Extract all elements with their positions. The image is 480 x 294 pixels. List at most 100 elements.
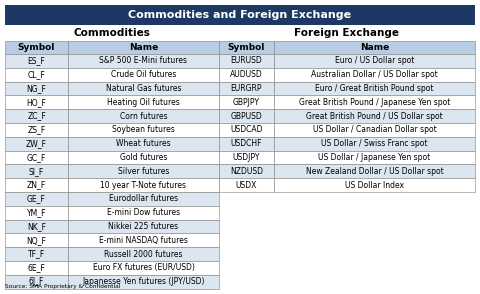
Bar <box>274 68 475 82</box>
Text: Euro FX futures (EUR/USD): Euro FX futures (EUR/USD) <box>93 263 194 273</box>
Bar <box>5 123 68 137</box>
Text: 6J_F: 6J_F <box>29 277 44 286</box>
Text: NZDUSD: NZDUSD <box>230 167 263 176</box>
Text: USDX: USDX <box>236 181 257 190</box>
Bar <box>5 275 68 289</box>
Text: Corn futures: Corn futures <box>120 112 168 121</box>
Bar <box>68 82 219 95</box>
Bar <box>219 82 274 95</box>
Bar <box>219 123 274 137</box>
Bar <box>274 164 475 178</box>
Bar <box>5 82 68 95</box>
Text: Gold futures: Gold futures <box>120 153 167 162</box>
Text: Japanesse Yen futures (JPY/USD): Japanesse Yen futures (JPY/USD) <box>82 277 204 286</box>
Text: CL_F: CL_F <box>28 70 46 79</box>
Text: Source: SMA Proprietary & Confidential: Source: SMA Proprietary & Confidential <box>5 284 120 289</box>
Bar <box>5 68 68 82</box>
Bar <box>5 41 68 54</box>
Text: US Dollar / Swiss Franc spot: US Dollar / Swiss Franc spot <box>321 139 428 148</box>
Text: EURUSD: EURUSD <box>230 56 262 65</box>
Bar <box>68 54 219 68</box>
Bar <box>5 178 68 192</box>
Bar <box>68 123 219 137</box>
Bar <box>5 151 68 164</box>
Bar <box>219 137 274 151</box>
Text: Great British Pound / Japanese Yen spot: Great British Pound / Japanese Yen spot <box>299 98 450 107</box>
Text: EURGRP: EURGRP <box>230 84 262 93</box>
Bar <box>68 178 219 192</box>
Bar <box>274 178 475 192</box>
Bar <box>68 95 219 109</box>
Text: GE_F: GE_F <box>27 194 46 203</box>
Text: Australian Dollar / US Dollar spot: Australian Dollar / US Dollar spot <box>311 70 438 79</box>
Text: 10 year T-Note futures: 10 year T-Note futures <box>100 181 186 190</box>
Text: YM_F: YM_F <box>27 208 46 217</box>
Text: GC_F: GC_F <box>27 153 46 162</box>
Text: TF_F: TF_F <box>28 250 45 259</box>
Text: E-mini Dow futures: E-mini Dow futures <box>107 208 180 217</box>
Text: Symbol: Symbol <box>18 43 55 52</box>
Bar <box>274 123 475 137</box>
Text: NQ_F: NQ_F <box>26 236 47 245</box>
Text: ES_F: ES_F <box>28 56 46 65</box>
Text: ZN_F: ZN_F <box>27 181 46 190</box>
Bar <box>68 220 219 233</box>
Bar <box>68 137 219 151</box>
Text: Name: Name <box>129 43 158 52</box>
Text: HO_F: HO_F <box>26 98 47 107</box>
Text: Silver futures: Silver futures <box>118 167 169 176</box>
Text: US Dollar / Canadian Dollar spot: US Dollar / Canadian Dollar spot <box>312 126 436 134</box>
Text: Symbol: Symbol <box>228 43 265 52</box>
Text: Great British Pound / US Dollar spot: Great British Pound / US Dollar spot <box>306 112 443 121</box>
Bar <box>68 206 219 220</box>
Bar <box>274 151 475 164</box>
Text: Natural Gas futures: Natural Gas futures <box>106 84 181 93</box>
Bar <box>68 275 219 289</box>
Bar <box>68 109 219 123</box>
Text: Crude Oil futures: Crude Oil futures <box>111 70 176 79</box>
Bar <box>5 247 68 261</box>
Text: NK_F: NK_F <box>27 222 46 231</box>
Text: USDJPY: USDJPY <box>233 153 260 162</box>
Bar <box>5 220 68 233</box>
Bar <box>5 192 68 206</box>
Bar <box>68 68 219 82</box>
Bar <box>68 151 219 164</box>
Bar <box>219 68 274 82</box>
Text: Commodities and Foreign Exchange: Commodities and Foreign Exchange <box>129 10 351 20</box>
Bar <box>274 109 475 123</box>
Text: Commodities: Commodities <box>73 28 150 38</box>
Text: Foreign Exchange: Foreign Exchange <box>294 28 399 38</box>
Bar <box>219 54 274 68</box>
Bar <box>5 25 475 41</box>
Bar <box>274 95 475 109</box>
Bar <box>68 41 219 54</box>
Text: S&P 500 E-Mini futures: S&P 500 E-Mini futures <box>99 56 188 65</box>
Bar <box>219 95 274 109</box>
Bar <box>68 192 219 206</box>
Bar <box>5 95 68 109</box>
Text: ZC_F: ZC_F <box>27 112 46 121</box>
Text: Euro / Great British Pound spot: Euro / Great British Pound spot <box>315 84 434 93</box>
Text: ZS_F: ZS_F <box>27 126 46 134</box>
Text: Euro / US Dollar spot: Euro / US Dollar spot <box>335 56 414 65</box>
Bar <box>5 5 475 25</box>
Bar <box>219 178 274 192</box>
Bar <box>274 82 475 95</box>
Text: USDCAD: USDCAD <box>230 126 263 134</box>
Text: New Zealand Dollar / US Dollar spot: New Zealand Dollar / US Dollar spot <box>306 167 444 176</box>
Bar <box>219 164 274 178</box>
Text: Heating Oil futures: Heating Oil futures <box>107 98 180 107</box>
Text: 6E_F: 6E_F <box>28 263 46 273</box>
Bar <box>5 109 68 123</box>
Text: AUDUSD: AUDUSD <box>230 70 263 79</box>
Text: Nikkei 225 futures: Nikkei 225 futures <box>108 222 179 231</box>
Bar <box>68 247 219 261</box>
Bar <box>5 233 68 247</box>
Bar <box>68 164 219 178</box>
Bar <box>68 233 219 247</box>
Bar <box>5 164 68 178</box>
Bar <box>5 54 68 68</box>
Bar <box>5 206 68 220</box>
Bar <box>219 109 274 123</box>
